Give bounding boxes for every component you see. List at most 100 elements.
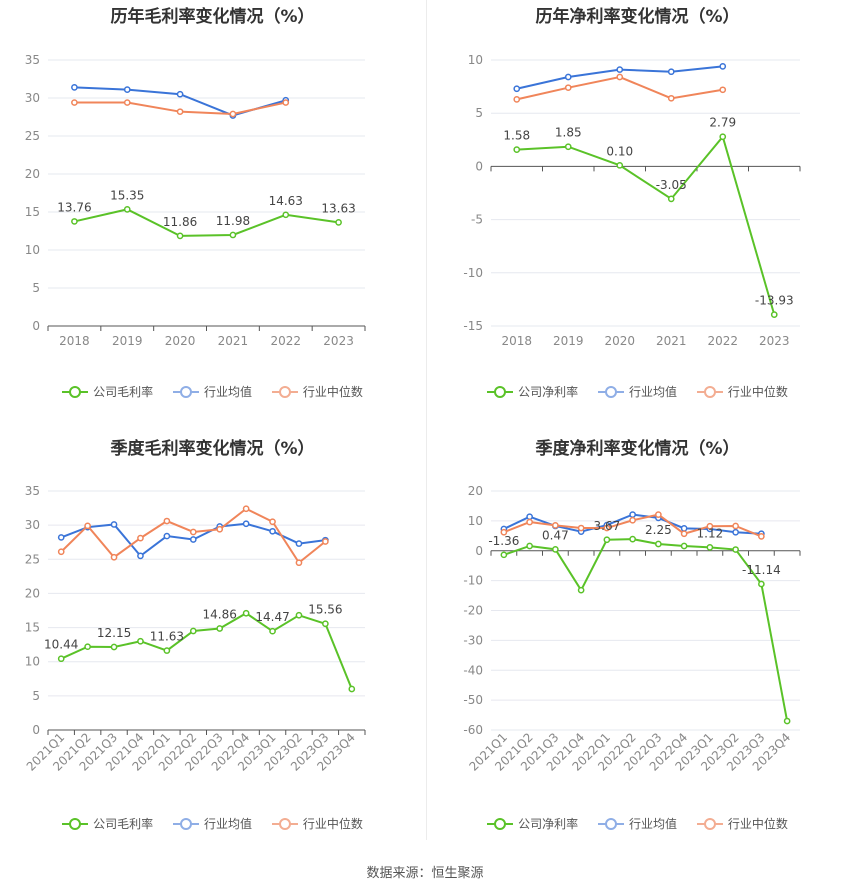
data-point	[163, 647, 171, 654]
legend-avg[interactable]: 行业均值	[172, 383, 252, 400]
chart-legend: 公司毛利率 行业均值 行业中位数	[0, 815, 425, 833]
legend-median[interactable]: 行业中位数	[271, 815, 363, 832]
data-point	[719, 63, 727, 70]
y-tick-label: -30	[463, 633, 483, 647]
y-tick-label: -5	[471, 213, 483, 227]
data-point	[216, 625, 224, 632]
data-label: 0.10	[606, 144, 633, 158]
legend-company-label: 公司净利率	[518, 817, 579, 831]
data-label: 1.85	[555, 126, 582, 140]
legend-median-label: 行业中位数	[727, 385, 788, 399]
data-point	[137, 637, 144, 645]
legend-company-label: 公司净利率	[518, 385, 579, 399]
data-point	[680, 524, 688, 532]
legend-avg-swatch	[172, 817, 199, 830]
data-label: 2.25	[645, 523, 672, 537]
annual-net-margin-panel: 历年净利率变化情况（%） -15 -10 -5 0 5 10 2018 2019 2020 202…	[425, 0, 850, 430]
legend-company[interactable]: 公司毛利率	[62, 815, 153, 832]
series-line	[60, 507, 327, 565]
data-point	[526, 518, 533, 526]
legend-avg[interactable]: 行业均值	[597, 815, 677, 832]
y-tick-label: 0	[32, 319, 40, 333]
data-point	[123, 205, 131, 213]
data-point	[655, 511, 662, 518]
x-tick-label: 2020	[604, 334, 635, 348]
x-tick-label: 2022	[707, 334, 738, 348]
chart-title: 历年净利率变化情况（%）	[535, 7, 740, 27]
data-point	[655, 540, 662, 548]
y-tick-label: 30	[25, 518, 40, 532]
data-point	[110, 521, 118, 528]
legend-median[interactable]: 行业中位数	[696, 815, 788, 832]
chart-title: 历年毛利率变化情况（%）	[110, 7, 315, 27]
data-label: 14.47	[255, 610, 289, 624]
legend-company[interactable]: 公司毛利率	[62, 383, 153, 400]
data-point	[176, 232, 184, 240]
data-label: 10.44	[44, 638, 78, 652]
legend-avg-label: 行业均值	[203, 385, 252, 399]
data-label: 11.63	[150, 630, 184, 644]
x-tick-label: 2023	[759, 334, 790, 348]
data-point	[564, 84, 572, 92]
data-point	[758, 533, 765, 540]
data-point	[269, 627, 276, 635]
quarterly-net-margin-chart: -60-50-40-30-20-10010202021Q12021Q22021Q…	[463, 484, 801, 774]
data-point	[282, 211, 290, 219]
legend-avg-swatch	[597, 385, 624, 398]
y-tick-label: 15	[25, 205, 40, 219]
data-point	[719, 86, 727, 94]
y-tick-label: 0	[475, 159, 483, 173]
data-point	[667, 94, 675, 102]
legend-median[interactable]: 行业中位数	[271, 383, 363, 400]
legend-company[interactable]: 公司净利率	[487, 815, 578, 832]
data-point	[57, 534, 65, 541]
data-label: 15.56	[308, 603, 342, 617]
annual-net-margin-chart: -15 -10 -5 0 5 10 2018 2019 2020 2021 2022 2023 1.58…	[463, 53, 801, 348]
y-tick-label: 20	[25, 586, 40, 600]
data-point	[269, 527, 276, 535]
quarterly-gross-margin-panel: 季度毛利率变化情况（%） 0 5 10 15 20 25 30 35 2021Q1 2021Q2 2…	[0, 432, 425, 862]
legend-avg-label: 行业均值	[203, 817, 252, 831]
data-point	[526, 542, 533, 550]
data-point	[216, 525, 224, 533]
data-point	[71, 84, 78, 91]
legend-median-label: 行业中位数	[302, 817, 363, 831]
data-label: 14.63	[269, 194, 303, 208]
y-tick-label: 0	[32, 723, 40, 737]
data-label: 0.47	[542, 528, 569, 542]
data-label: 15.35	[110, 188, 144, 202]
data-point	[552, 545, 559, 553]
data-point	[732, 546, 739, 553]
legend-avg[interactable]: 行业均值	[172, 815, 252, 832]
legend-median[interactable]: 行业中位数	[696, 383, 788, 400]
y-tick-label: 5	[32, 689, 40, 703]
data-point	[229, 231, 237, 239]
data-point	[732, 528, 739, 536]
legend-company-label: 公司毛利率	[93, 385, 154, 399]
legend-avg[interactable]: 行业均值	[597, 383, 677, 400]
data-point	[552, 522, 559, 529]
data-point	[706, 544, 714, 551]
data-point	[295, 611, 303, 619]
legend-median-swatch	[696, 385, 723, 398]
legend-median-swatch	[696, 817, 723, 830]
x-tick-label: 2019	[112, 334, 143, 348]
legend-company[interactable]: 公司净利率	[487, 383, 578, 400]
data-point	[137, 552, 144, 560]
data-label: -3.05	[656, 178, 687, 192]
legend-median-swatch	[271, 385, 298, 398]
data-point	[189, 528, 197, 536]
quarterly-net-margin-panel: 季度净利率变化情况（%） -60 -50 -40 -30 -20 -10 0 10 20 2021…	[425, 432, 850, 862]
legend-company-swatch	[62, 817, 89, 830]
chart-legend: 公司净利率 行业均值 行业中位数	[425, 383, 850, 401]
data-point	[242, 505, 250, 513]
data-point	[783, 717, 791, 725]
data-point	[176, 90, 184, 98]
x-tick-label: 2021	[656, 334, 687, 348]
y-tick-label: 5	[32, 281, 40, 295]
data-point	[616, 73, 624, 81]
y-tick-label: -15	[463, 319, 483, 333]
y-tick-label: -10	[463, 266, 483, 280]
x-tick-label: 2018	[59, 334, 90, 348]
data-point	[513, 146, 521, 153]
